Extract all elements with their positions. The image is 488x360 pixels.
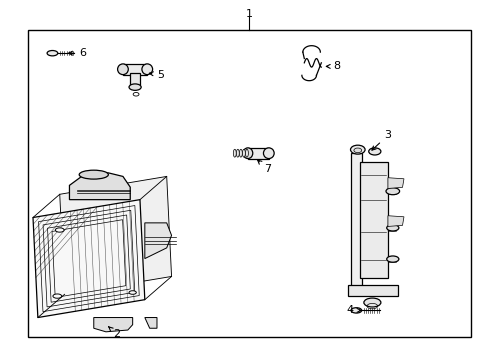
- Ellipse shape: [243, 148, 252, 158]
- Bar: [247, 148, 268, 158]
- Polygon shape: [144, 223, 171, 258]
- Text: 5: 5: [149, 69, 164, 80]
- Ellipse shape: [142, 64, 152, 75]
- Bar: [351, 153, 362, 289]
- Ellipse shape: [353, 148, 361, 153]
- Text: 7: 7: [257, 160, 271, 174]
- Ellipse shape: [239, 149, 242, 157]
- Ellipse shape: [368, 148, 380, 155]
- Ellipse shape: [263, 148, 274, 158]
- Polygon shape: [33, 200, 144, 318]
- Ellipse shape: [233, 149, 236, 157]
- Polygon shape: [60, 176, 171, 294]
- Ellipse shape: [386, 225, 398, 231]
- Polygon shape: [144, 318, 157, 328]
- Ellipse shape: [79, 170, 108, 179]
- Ellipse shape: [117, 64, 128, 75]
- Ellipse shape: [236, 149, 239, 157]
- Text: 4: 4: [346, 305, 360, 315]
- Polygon shape: [387, 216, 403, 226]
- Ellipse shape: [245, 149, 248, 157]
- Text: 8: 8: [325, 62, 340, 71]
- Text: 3: 3: [371, 130, 390, 150]
- Ellipse shape: [386, 256, 398, 262]
- Bar: [130, 73, 140, 85]
- Ellipse shape: [242, 149, 245, 157]
- Bar: [360, 162, 387, 278]
- Ellipse shape: [129, 291, 136, 294]
- Text: 6: 6: [68, 48, 86, 58]
- Text: 1: 1: [245, 9, 252, 19]
- Ellipse shape: [47, 50, 58, 56]
- Ellipse shape: [363, 298, 380, 307]
- Bar: [28, 30, 469, 337]
- Polygon shape: [347, 285, 397, 296]
- Ellipse shape: [53, 294, 61, 298]
- Polygon shape: [69, 173, 130, 200]
- Ellipse shape: [55, 228, 64, 232]
- Polygon shape: [94, 318, 132, 332]
- Ellipse shape: [350, 308, 361, 313]
- Ellipse shape: [129, 84, 141, 90]
- Ellipse shape: [385, 188, 399, 195]
- Text: 2: 2: [108, 327, 121, 339]
- Bar: [122, 64, 147, 75]
- Polygon shape: [387, 178, 403, 188]
- Ellipse shape: [350, 145, 365, 154]
